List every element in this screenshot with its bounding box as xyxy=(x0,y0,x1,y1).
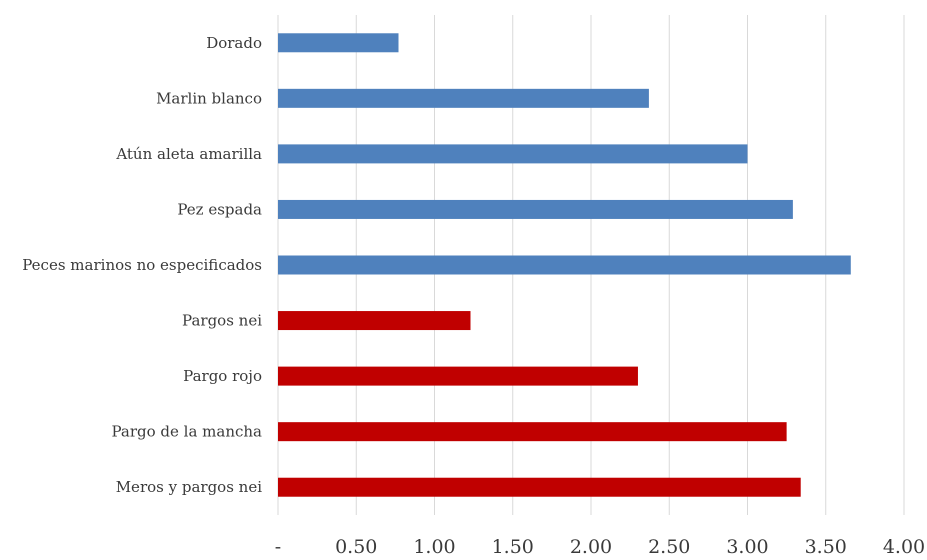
x-tick-label: 0.50 xyxy=(335,536,377,558)
x-tick-labels: - 0.50 1.00 1.50 2.00 2.50 3.00 3.50 4.00 xyxy=(275,536,925,558)
x-tick-label: 3.00 xyxy=(726,536,768,558)
bar xyxy=(278,88,649,108)
bar xyxy=(278,311,471,331)
bar xyxy=(278,477,801,497)
x-tick-label: 2.00 xyxy=(570,536,612,558)
category-labels: Dorado Marlin blanco Atún aleta amarilla Pe… xyxy=(22,34,262,496)
bar xyxy=(278,366,638,386)
category-label: Pez espada xyxy=(177,200,262,218)
bar xyxy=(278,199,793,219)
x-tick-label: 4.00 xyxy=(883,536,925,558)
bars xyxy=(278,33,851,497)
bar xyxy=(278,255,851,275)
bar xyxy=(278,422,787,442)
category-label: Peces marinos no especificados xyxy=(22,256,262,274)
x-tick-label: 1.50 xyxy=(492,536,534,558)
x-tick-label: 1.00 xyxy=(413,536,455,558)
category-label: Marlin blanco xyxy=(156,89,262,107)
category-label: Meros y pargos nei xyxy=(116,478,262,496)
x-tick-label: 2.50 xyxy=(648,536,690,558)
category-label: Dorado xyxy=(206,34,262,52)
bar xyxy=(278,33,399,53)
bar xyxy=(278,144,748,164)
category-label: Atún aleta amarilla xyxy=(115,145,262,163)
category-label: Pargos nei xyxy=(182,312,262,330)
category-label: Pargo rojo xyxy=(183,367,262,385)
category-label: Pargo de la mancha xyxy=(111,423,262,441)
x-tick-label: 3.50 xyxy=(805,536,847,558)
x-tick-label: - xyxy=(275,536,281,558)
